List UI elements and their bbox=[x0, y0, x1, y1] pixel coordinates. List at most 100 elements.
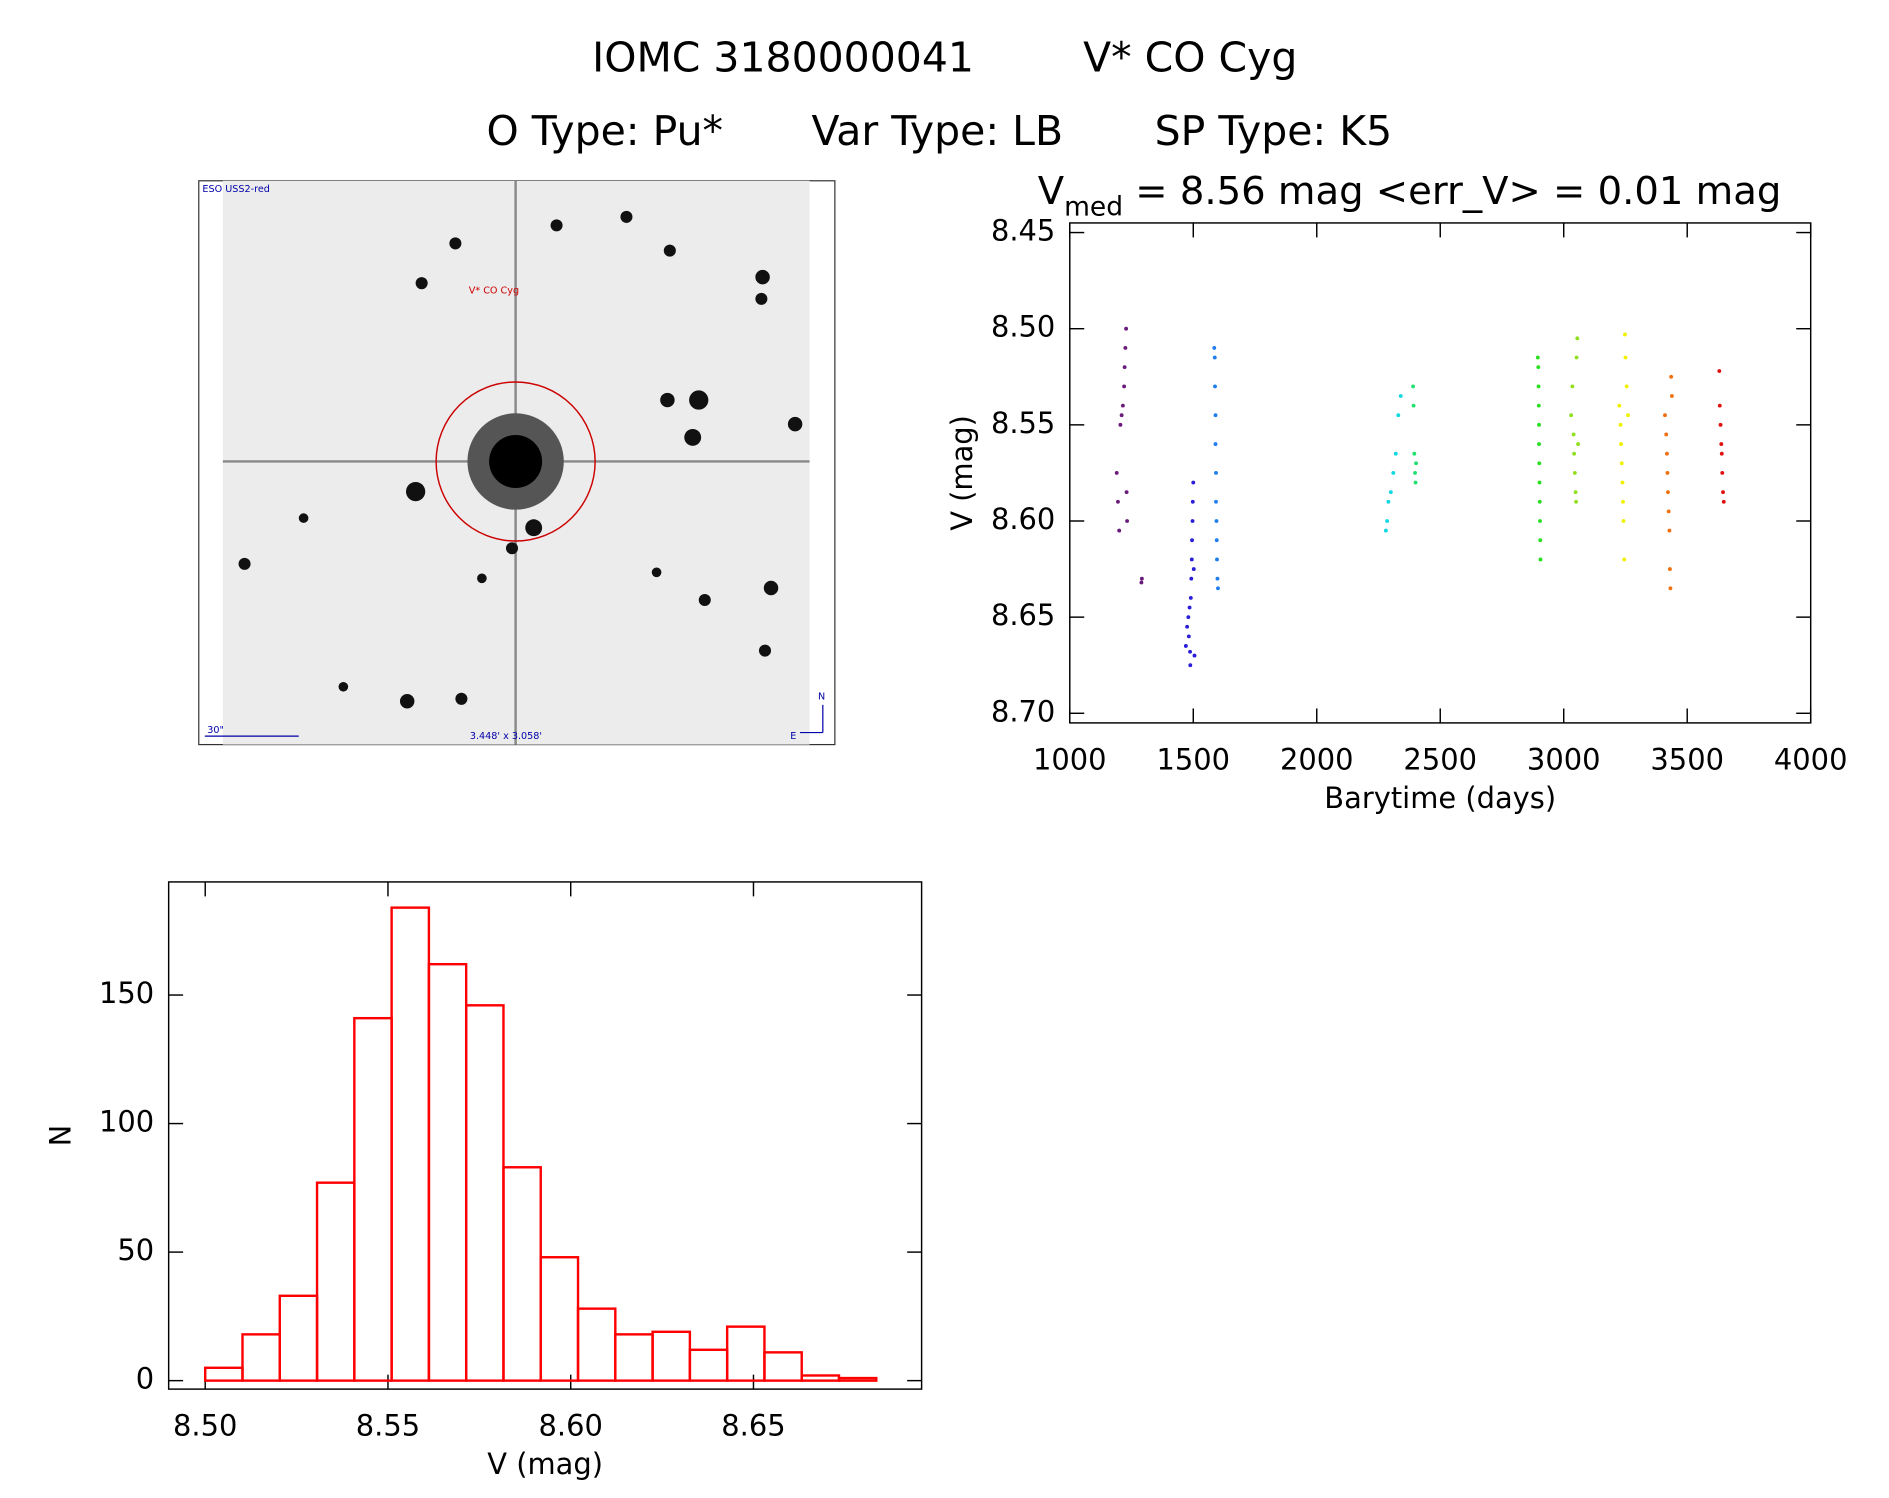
scale-label: 30" bbox=[207, 725, 224, 736]
data-point bbox=[1215, 576, 1220, 581]
histogram-bar bbox=[241, 1333, 281, 1382]
data-point bbox=[1214, 538, 1219, 543]
histogram-bar bbox=[390, 906, 431, 1382]
title-main: V bbox=[1038, 168, 1065, 213]
data-point bbox=[1414, 461, 1418, 466]
data-point bbox=[1574, 355, 1579, 360]
data-point bbox=[1114, 470, 1119, 475]
data-point bbox=[1666, 509, 1671, 514]
data-point bbox=[1665, 470, 1670, 475]
data-point bbox=[1537, 422, 1541, 427]
data-point bbox=[1570, 384, 1575, 389]
data-point bbox=[1212, 355, 1217, 360]
y-tick-label: 8.70 bbox=[991, 694, 1055, 728]
data-point bbox=[1412, 451, 1417, 456]
data-point bbox=[1576, 442, 1580, 447]
survey-label: ESO USS2-red bbox=[202, 184, 269, 195]
y-tick-label: 8.65 bbox=[991, 598, 1055, 632]
y-axis-label: N bbox=[44, 1125, 78, 1147]
data-point bbox=[1214, 519, 1219, 523]
data-point bbox=[1721, 499, 1726, 504]
data-point bbox=[1619, 442, 1623, 447]
data-point bbox=[1190, 499, 1195, 504]
data-point bbox=[1669, 374, 1674, 379]
title-sub: med bbox=[1064, 191, 1123, 222]
data-point bbox=[1117, 528, 1122, 533]
data-point bbox=[1191, 567, 1196, 571]
data-point bbox=[1536, 384, 1541, 389]
histogram-bar bbox=[204, 1366, 244, 1382]
data-point bbox=[1388, 490, 1393, 495]
data-point bbox=[1188, 649, 1192, 654]
data-point bbox=[1620, 480, 1625, 485]
data-point bbox=[1663, 413, 1667, 418]
data-point bbox=[1119, 413, 1124, 418]
data-point bbox=[1537, 480, 1542, 485]
data-point bbox=[1617, 403, 1622, 408]
data-point bbox=[1213, 384, 1217, 389]
data-point bbox=[1120, 403, 1125, 408]
data-point bbox=[1391, 470, 1396, 475]
y-tick-label: 150 bbox=[99, 976, 154, 1010]
sky-image: ESO USS2-red V* CO Cyg 30" 3.448' x 3.05… bbox=[198, 180, 836, 746]
data-point bbox=[1717, 403, 1722, 408]
histogram-bar bbox=[576, 1307, 617, 1382]
size-label: 3.448' x 3.058' bbox=[470, 731, 542, 742]
data-point bbox=[1398, 394, 1403, 398]
data-point bbox=[1721, 490, 1725, 495]
data-point bbox=[1623, 355, 1628, 360]
x-tick-label: 1000 bbox=[1033, 742, 1107, 776]
data-point bbox=[1413, 480, 1418, 485]
data-point bbox=[1187, 605, 1192, 610]
data-point bbox=[1396, 413, 1401, 418]
data-point bbox=[1537, 442, 1541, 447]
data-point bbox=[1125, 519, 1130, 523]
data-point bbox=[1122, 384, 1127, 389]
data-point bbox=[1213, 413, 1218, 418]
data-point bbox=[1667, 528, 1672, 533]
data-point bbox=[1667, 567, 1672, 571]
plot-frame bbox=[167, 881, 923, 1390]
data-point bbox=[1719, 451, 1724, 456]
x-axis-label: Barytime (days) bbox=[1324, 781, 1556, 815]
x-tick-label: 8.60 bbox=[539, 1409, 603, 1443]
y-axis-label: V (mag) bbox=[945, 415, 979, 531]
data-point bbox=[1669, 394, 1674, 398]
x-tick-label: 3500 bbox=[1650, 742, 1724, 776]
y-tick-label: 50 bbox=[117, 1233, 154, 1267]
histogram-bar bbox=[614, 1333, 654, 1382]
histogram-bar bbox=[353, 1016, 393, 1382]
data-point bbox=[1214, 499, 1218, 504]
data-point bbox=[1215, 557, 1219, 562]
data-point bbox=[1626, 413, 1630, 418]
data-point bbox=[1572, 451, 1577, 456]
data-point bbox=[1535, 355, 1540, 360]
data-point bbox=[1718, 422, 1723, 427]
data-point bbox=[1139, 580, 1144, 585]
histogram-bar bbox=[837, 1376, 878, 1382]
data-point bbox=[1189, 576, 1194, 581]
data-point bbox=[1537, 499, 1542, 504]
data-point bbox=[1212, 346, 1217, 350]
y-tick-label: 8.50 bbox=[991, 310, 1055, 344]
data-point bbox=[1189, 557, 1194, 562]
data-point bbox=[1186, 615, 1191, 620]
data-point bbox=[1623, 332, 1627, 337]
data-point bbox=[1393, 451, 1398, 456]
east-label: E bbox=[790, 731, 796, 742]
histogram-bar bbox=[651, 1330, 692, 1382]
data-point bbox=[1139, 576, 1144, 581]
spectral-type: SP Type: K5 bbox=[1155, 107, 1393, 155]
data-point bbox=[1185, 624, 1190, 629]
data-point bbox=[1191, 480, 1196, 485]
y-tick-label: 0 bbox=[136, 1362, 154, 1396]
data-point bbox=[1621, 499, 1625, 504]
data-point bbox=[1411, 384, 1416, 389]
data-point bbox=[1183, 644, 1188, 648]
north-label: N bbox=[818, 691, 825, 702]
y-tick-label: 8.60 bbox=[991, 502, 1055, 536]
target-label: V* CO Cyg bbox=[469, 285, 519, 296]
x-tick-label: 8.50 bbox=[173, 1409, 237, 1443]
data-point bbox=[1666, 490, 1670, 495]
